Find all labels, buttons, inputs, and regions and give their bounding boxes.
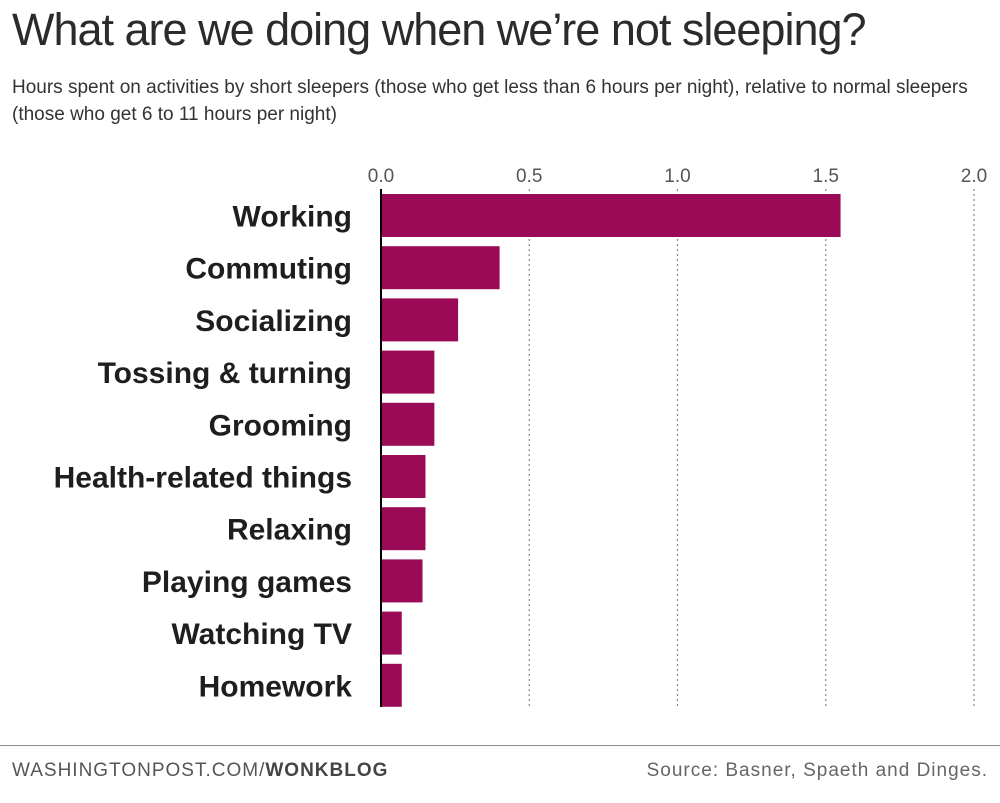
category-label: Relaxing	[227, 514, 352, 547]
bar-chart: 0.0 0.5 1.0 1.5 2.0 Working Commuting Socializ…	[54, 166, 987, 707]
category-label: Playing games	[142, 566, 352, 599]
footer-credit: WASHINGTONPOST.COM/WONKBLOG	[12, 760, 388, 782]
grid-lines	[528, 189, 975, 707]
category-label: Socializing	[195, 305, 352, 338]
category-labels: Working Commuting Socializing Tossing & tur…	[54, 201, 353, 704]
bar	[381, 455, 426, 498]
bar	[381, 194, 841, 237]
footer-section: WONKBLOG	[265, 760, 389, 781]
bar	[381, 246, 500, 290]
category-label: Watching TV	[171, 618, 352, 651]
x-tick-label: 2.0	[961, 166, 987, 187]
chart-subtitle: Hours spent on activities by short sleep…	[12, 77, 968, 125]
bar	[381, 611, 402, 655]
x-tick-label: 0.5	[516, 166, 542, 187]
category-label: Tossing & turning	[98, 357, 352, 390]
bar	[381, 663, 402, 707]
bar	[381, 507, 426, 551]
bar	[381, 559, 423, 603]
x-tick-label: 1.0	[664, 166, 690, 187]
footer-site: WASHINGTONPOST.COM/	[12, 760, 266, 781]
category-label: Working	[233, 201, 352, 234]
category-label: Grooming	[209, 409, 352, 442]
category-label: Commuting	[185, 253, 352, 286]
bar	[381, 402, 435, 446]
footer-source: Source: Basner, Spaeth and Dinges.	[646, 760, 988, 781]
category-label: Homework	[199, 670, 353, 703]
bars	[381, 194, 841, 707]
x-axis-ticks: 0.0 0.5 1.0 1.5 2.0	[368, 166, 987, 187]
x-tick-label: 0.0	[368, 166, 394, 187]
bar	[381, 350, 435, 394]
bar	[381, 298, 459, 342]
chart-title: What are we doing when we’re not sleepin…	[12, 4, 867, 55]
x-tick-label: 1.5	[813, 166, 839, 187]
category-label: Health-related things	[54, 462, 352, 495]
footer-divider	[0, 745, 1000, 746]
